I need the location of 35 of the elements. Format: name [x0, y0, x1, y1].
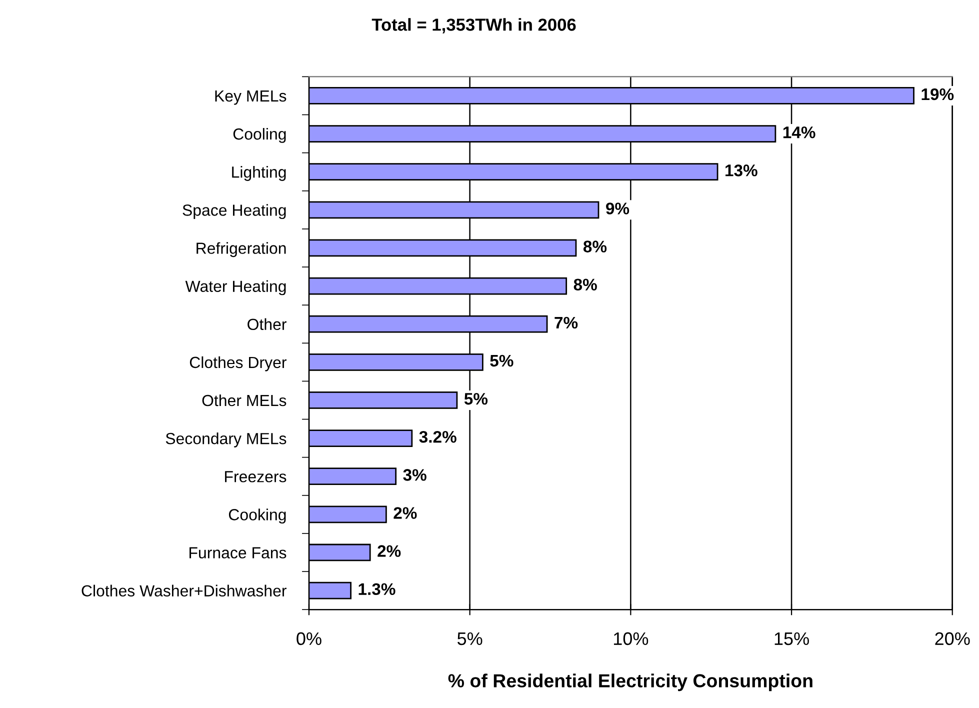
data-label: 2%	[378, 545, 401, 557]
y-tick-label: Lighting	[232, 166, 286, 181]
data-label: 2%	[394, 507, 417, 519]
data-label: 13%	[726, 164, 758, 176]
data-label: 8%	[574, 278, 597, 291]
y-tick-label: Other MELs	[202, 394, 286, 406]
y-tick-label: Clothes Dryer	[190, 356, 286, 372]
y-tick-label: Furnace Fans	[190, 547, 286, 558]
y-tick-label: Refrigeration	[196, 242, 286, 258]
data-label: 1.3%	[358, 583, 396, 596]
data-label: 3.2%	[419, 430, 456, 443]
y-tick-label: Clothes Washer+Dishwasher	[82, 584, 286, 596]
x-tick-label: 5%	[457, 632, 482, 646]
x-axis-title: % of Residential Electricity Consumption	[448, 674, 812, 692]
x-tick-label: 10%	[614, 632, 648, 646]
data-label: 14%	[783, 126, 816, 138]
y-tick-label: Other	[248, 318, 286, 330]
y-tick-label: Cooling	[233, 128, 286, 143]
chart-title: Total = 1,353TWh in 2006	[372, 18, 576, 34]
y-tick-label: Space Heating	[182, 204, 286, 220]
data-label: 19%	[922, 88, 954, 100]
x-tick-label: 15%	[774, 632, 809, 646]
data-label: 5%	[464, 392, 488, 405]
y-tick-label: Freezers	[225, 471, 286, 482]
data-label: 7%	[554, 316, 578, 329]
y-tick-label: Water Heating	[185, 280, 286, 296]
data-label: 3%	[403, 469, 426, 481]
y-tick-label: Cooking	[228, 508, 286, 524]
x-tick-label: 20%	[935, 632, 970, 646]
y-tick-label: Key MELs	[215, 90, 286, 105]
data-label: 8%	[583, 240, 607, 252]
data-label: 5%	[490, 354, 514, 367]
y-tick-label: Secondary MELs	[166, 432, 286, 448]
x-tick-label: 0%	[296, 632, 322, 646]
data-label: 9%	[606, 202, 630, 214]
